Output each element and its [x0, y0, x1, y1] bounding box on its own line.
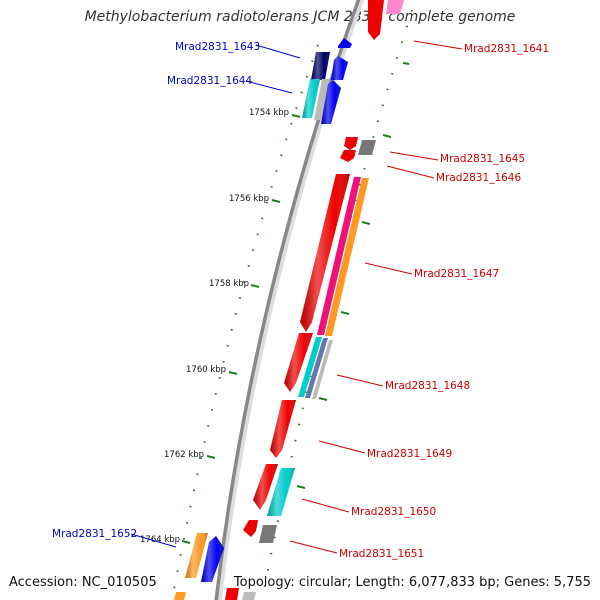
kbp-label: 1756 kbp [229, 194, 269, 204]
minor-tick-outer [318, 397, 328, 401]
gene-label-1648[interactable]: Mrad2831_1648 [385, 380, 470, 392]
gene-arrow[interactable] [312, 340, 333, 399]
leader-1647 [364, 262, 413, 275]
gene-arrow[interactable] [259, 525, 277, 543]
gene-label-1650[interactable]: Mrad2831_1650 [351, 506, 436, 518]
gene-arrow[interactable] [305, 338, 328, 398]
kbp-tick [271, 199, 281, 203]
gene-arrow[interactable] [340, 150, 356, 162]
kbp-label: 1760 kbp [186, 365, 226, 375]
gene-labels: Mrad2831_1641 Mrad2831_1643 Mrad2831_164… [52, 41, 549, 560]
gene-arrow[interactable] [358, 140, 376, 155]
gene-arrow[interactable] [338, 38, 352, 48]
gene-label-1645[interactable]: Mrad2831_1645 [440, 153, 525, 165]
leader-1651 [289, 540, 338, 554]
gene-arrow[interactable] [298, 337, 322, 397]
kbp-tick [181, 540, 191, 544]
gene-label-1651[interactable]: Mrad2831_1651 [339, 548, 424, 560]
label-leaders [130, 40, 463, 554]
gene-label-1646[interactable]: Mrad2831_1646 [436, 172, 521, 184]
kbp-tick [206, 455, 216, 459]
kbp-tick [291, 114, 301, 118]
minor-tick-outer [382, 134, 392, 138]
gene-label-1644[interactable]: Mrad2831_1644 [167, 75, 252, 87]
leader-1645 [389, 151, 439, 161]
gene-arrow[interactable] [344, 137, 358, 150]
minor-tick-outer [296, 485, 306, 489]
accession-text: Accession: NC_010505 [9, 575, 157, 590]
gene-label-1643[interactable]: Mrad2831_1643 [175, 41, 260, 53]
gene-label-1647[interactable]: Mrad2831_1647 [414, 268, 499, 280]
kbp-label: 1758 kbp [209, 279, 249, 289]
kbp-label: 1762 kbp [164, 450, 204, 460]
kbp-label: 1754 kbp [249, 108, 289, 118]
gene-gloss [185, 52, 350, 582]
gene-label-1641[interactable]: Mrad2831_1641 [464, 43, 549, 55]
leader-1650 [301, 498, 350, 513]
gene-arrow[interactable] [242, 592, 256, 600]
leader-1641 [413, 40, 463, 50]
minor-tick-outer [340, 311, 350, 315]
scale-ticks: 1754 kbp 1756 kbp 1758 kbp 1760 kbp 1762… [140, 62, 410, 545]
kbp-label: 1764 kbp [140, 535, 180, 545]
minor-tick-outer [402, 62, 410, 65]
genome-title: Methylobacterium radiotolerans JCM 2831,… [84, 9, 516, 25]
gene-arrow[interactable] [314, 79, 330, 120]
inner-tick-track [171, 44, 319, 600]
gene-arrow[interactable] [317, 177, 361, 335]
gene-arrow[interactable] [325, 178, 369, 336]
leader-1643 [255, 44, 301, 59]
leader-1648 [336, 374, 384, 387]
gene-arrow[interactable] [386, 0, 404, 14]
gene-arrow[interactable] [225, 588, 239, 600]
leader-1644 [245, 80, 293, 94]
kbp-tick [250, 284, 260, 288]
minor-tick-outer [361, 221, 371, 225]
gene-arrow[interactable] [368, 0, 384, 40]
gene-arrow[interactable] [174, 592, 186, 600]
gene-arrow[interactable] [243, 520, 258, 537]
kbp-tick [228, 371, 238, 375]
leader-1646 [386, 165, 435, 179]
gene-label-1649[interactable]: Mrad2831_1649 [367, 448, 452, 460]
topology-text: Topology: circular; Length: 6,077,833 bp… [233, 575, 591, 590]
gene-label-1652[interactable]: Mrad2831_1652 [52, 528, 137, 540]
leader-1652 [130, 533, 177, 548]
leader-1649 [318, 440, 366, 454]
